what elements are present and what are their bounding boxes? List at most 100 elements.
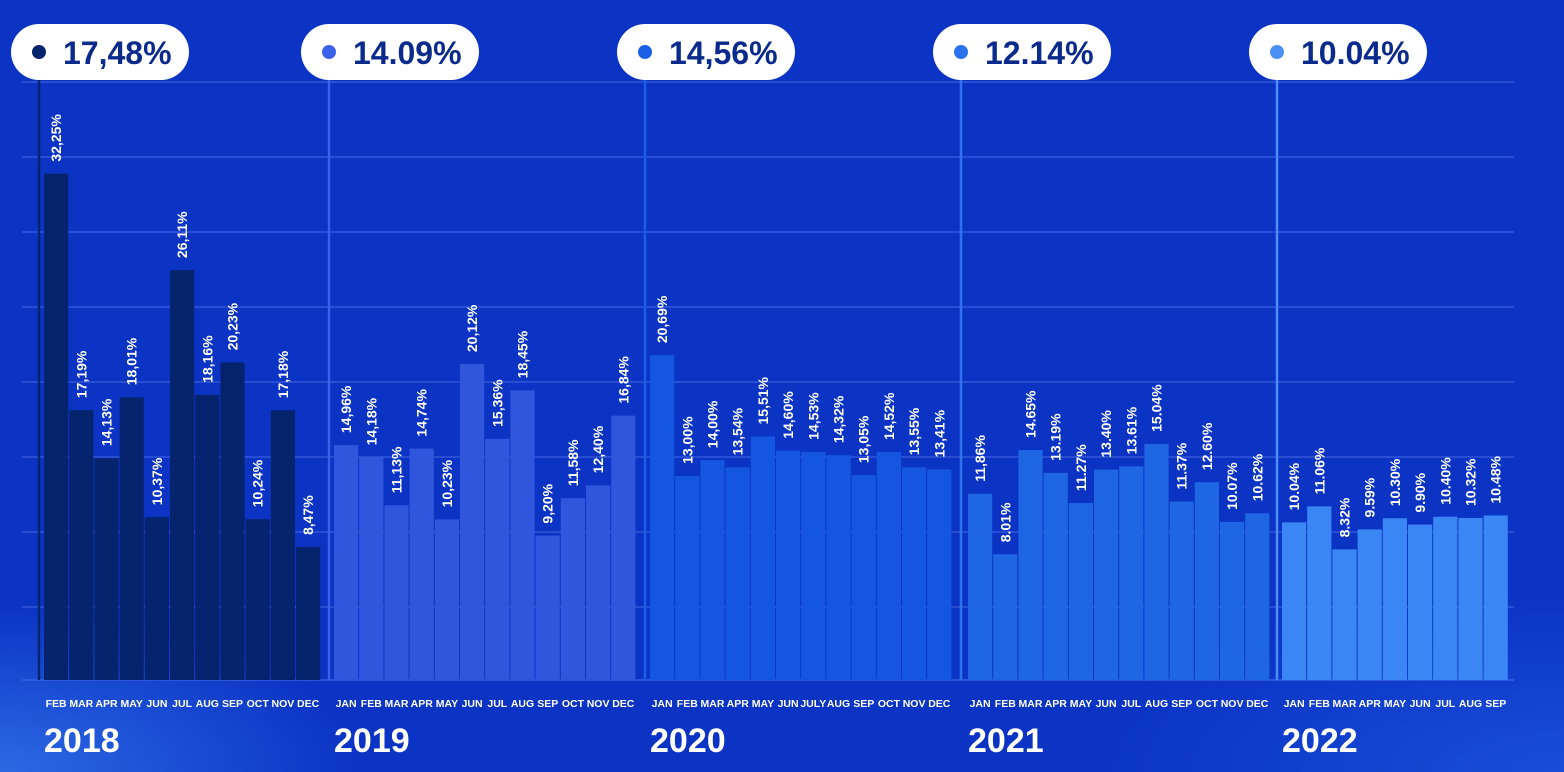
bar-2022-jul xyxy=(1433,516,1458,680)
bar-2021-jan xyxy=(968,493,993,680)
month-label: JUN xyxy=(146,698,167,710)
average-pill xyxy=(1249,24,1427,80)
month-label: SEP xyxy=(1485,698,1506,710)
month-label: SEP xyxy=(853,698,874,710)
value-label: 11.06% xyxy=(1311,447,1327,494)
value-label: 13.19% xyxy=(1048,413,1064,461)
bar-2018-dec xyxy=(296,547,321,680)
value-label: 14.65% xyxy=(1023,390,1039,438)
bar-2021-dec xyxy=(1245,513,1270,680)
bar-2019-sep xyxy=(535,535,560,680)
value-label: 14,60% xyxy=(780,391,796,439)
month-label: MAR xyxy=(385,698,409,710)
bar-2022-may xyxy=(1382,518,1407,680)
bar-2022-jun xyxy=(1408,524,1433,680)
value-label: 12,40% xyxy=(590,425,606,473)
month-label: OCT xyxy=(878,698,901,710)
bar-2021-jun xyxy=(1094,469,1119,680)
month-label: OCT xyxy=(1196,698,1219,710)
bar-2019-mar xyxy=(384,505,409,680)
value-label: 13,00% xyxy=(679,416,695,464)
bar-2021-aug xyxy=(1144,443,1169,680)
value-label: 11,86% xyxy=(972,435,988,482)
month-label: NOV xyxy=(587,698,610,710)
month-label: JAN xyxy=(970,698,991,710)
average-dot xyxy=(638,45,652,59)
month-label: MAY xyxy=(121,698,143,710)
value-label: 14,32% xyxy=(831,395,847,443)
value-label: 10.48% xyxy=(1488,455,1504,503)
month-label: DEC xyxy=(297,698,320,710)
value-label: 14,96% xyxy=(338,385,354,433)
average-markers: 17,48% 14.09% 14,56% 12.14% 10.04% xyxy=(11,24,1427,680)
month-label: JUN xyxy=(462,698,483,710)
average-value: 12.14% xyxy=(985,35,1094,71)
bar-2020-apr xyxy=(725,467,750,680)
bar-2019-aug xyxy=(510,390,535,680)
value-label: 10,37% xyxy=(149,457,165,505)
bar-2018-feb xyxy=(44,173,69,681)
value-label: 32,25% xyxy=(48,114,64,162)
month-label: APR xyxy=(1359,698,1382,710)
average-pill xyxy=(933,24,1111,80)
value-label: 14,13% xyxy=(99,398,115,446)
bar-2020-may xyxy=(750,436,775,680)
value-label: 9,20% xyxy=(540,483,556,523)
month-label: APR xyxy=(727,698,750,710)
value-label: 18,16% xyxy=(199,335,215,383)
month-label: JUL xyxy=(172,698,192,710)
month-label: FEB xyxy=(46,698,67,710)
bar-2021-apr xyxy=(1043,472,1068,680)
average-value: 10.04% xyxy=(1301,35,1410,71)
average-value: 17,48% xyxy=(63,35,172,71)
value-label: 17,18% xyxy=(275,350,291,398)
value-label: 13,55% xyxy=(906,407,922,455)
bar-2019-jul xyxy=(485,438,510,680)
value-label: 10.62% xyxy=(1249,453,1265,501)
bar-2020-oct xyxy=(876,452,901,680)
value-label: 12.60% xyxy=(1199,422,1215,470)
bar-2019-dec xyxy=(611,415,636,680)
value-label: 13.40% xyxy=(1098,410,1114,458)
value-label: 8,47% xyxy=(300,495,316,535)
month-label: NOV xyxy=(272,698,295,710)
value-label: 20,69% xyxy=(654,295,670,343)
value-label: 16,84% xyxy=(615,356,631,404)
bar-2021-oct xyxy=(1194,482,1219,680)
average-pill xyxy=(617,24,795,80)
value-label: 10.40% xyxy=(1437,457,1453,505)
bar-2021-jul xyxy=(1119,466,1144,680)
bar-2018-aug xyxy=(195,394,220,680)
month-label: NOV xyxy=(903,698,926,710)
bar-2019-jun xyxy=(460,364,485,680)
value-label: 17,19% xyxy=(73,350,89,398)
value-label: 10,23% xyxy=(439,459,455,507)
value-label: 18,01% xyxy=(124,337,140,385)
month-label: APR xyxy=(411,698,434,710)
value-label: 14,52% xyxy=(881,392,897,440)
average-dot xyxy=(32,45,46,59)
bar-2018-apr xyxy=(94,458,119,680)
value-label: 10.04% xyxy=(1286,462,1302,510)
bar-2020-mar xyxy=(700,460,725,680)
bar-2018-may xyxy=(119,397,144,680)
value-label: 15,36% xyxy=(489,379,505,427)
month-label: JUL xyxy=(1121,698,1141,710)
value-label: 14,00% xyxy=(705,400,721,448)
bar-2022-aug xyxy=(1458,517,1483,680)
month-label: AUG xyxy=(1459,698,1482,710)
bar-2020-july xyxy=(801,451,826,680)
value-label: 13,05% xyxy=(856,415,872,463)
bar-2019-oct xyxy=(560,498,585,680)
average-pill xyxy=(301,24,479,80)
month-label: FEB xyxy=(677,698,698,710)
value-label: 14,18% xyxy=(363,397,379,445)
bar-2021-mar xyxy=(1018,449,1043,680)
bar-2021-feb xyxy=(993,554,1018,680)
bar-2018-jun xyxy=(144,517,169,680)
month-label: MAY xyxy=(1384,698,1406,710)
bar-2018-jul xyxy=(170,270,195,680)
month-label: JUN xyxy=(1410,698,1431,710)
value-label: 9.59% xyxy=(1362,477,1378,517)
